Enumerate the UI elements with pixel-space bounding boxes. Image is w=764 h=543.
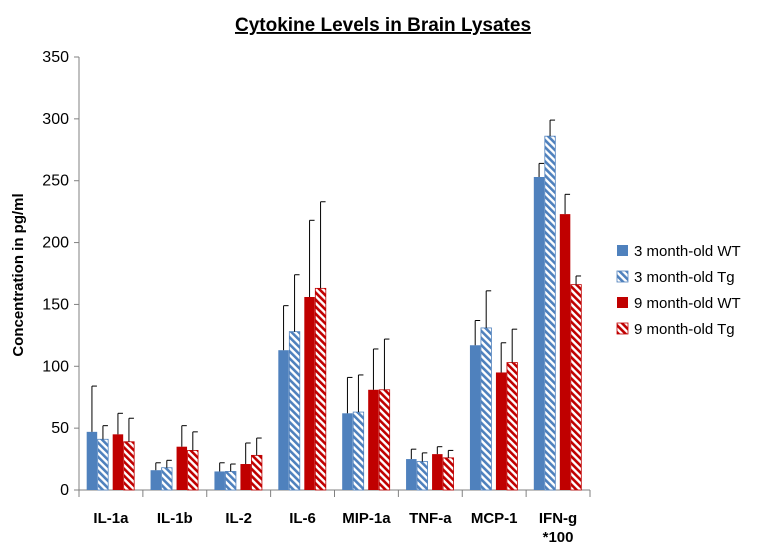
bar	[533, 177, 545, 490]
bar	[544, 135, 556, 491]
bar	[368, 389, 379, 490]
bar	[506, 362, 518, 491]
y-tick-label: 50	[51, 420, 69, 437]
bar	[469, 345, 481, 490]
x-tick-label: IL-6	[289, 510, 316, 527]
bar	[240, 464, 251, 490]
bar	[97, 438, 109, 491]
bar	[352, 411, 365, 491]
bar	[570, 284, 582, 491]
chart-title: Cytokine Levels in Brain Lysates	[235, 15, 531, 36]
y-tick-label: 150	[42, 296, 69, 313]
bar	[480, 327, 492, 491]
bar	[176, 446, 188, 490]
bar	[112, 434, 124, 490]
bar	[559, 214, 571, 491]
legend-swatch	[616, 322, 629, 335]
bar	[442, 457, 454, 491]
legend-swatch	[617, 245, 628, 256]
x-tick-label: TNF-a	[409, 510, 452, 527]
bar	[225, 471, 237, 491]
x-tick-label: IL-2	[225, 510, 252, 527]
bar	[187, 450, 199, 491]
x-tick-label: IFN-g	[539, 510, 577, 527]
y-tick-label: 300	[42, 111, 69, 128]
legend-label: 3 month-old Tg	[634, 269, 735, 286]
bar	[406, 459, 417, 490]
x-tick-label: MIP-1a	[342, 510, 391, 527]
bar	[214, 471, 225, 490]
y-tick-label: 350	[42, 49, 69, 66]
bar	[304, 297, 315, 490]
bar	[278, 350, 289, 490]
bar	[251, 454, 263, 491]
x-tick-label: IL-1a	[93, 510, 129, 527]
bar	[378, 389, 391, 491]
x-tick-label: *100	[543, 529, 574, 543]
legend-label: 9 month-old Tg	[634, 321, 735, 338]
bar	[161, 467, 173, 491]
y-tick-label: 0	[60, 482, 69, 499]
bar	[123, 441, 135, 491]
y-axis-label: Concentration in pg/ml	[10, 193, 27, 356]
bar	[314, 287, 327, 491]
x-tick-label: IL-1b	[157, 510, 193, 527]
legend: 3 month-old WT 3 month-old Tg 9 month-old …	[616, 243, 741, 338]
legend-label: 3 month-old WT	[634, 243, 741, 260]
legend-swatch	[616, 270, 629, 283]
x-tick-label: MCP-1	[471, 510, 518, 527]
legend-label: 9 month-old WT	[634, 295, 741, 312]
bar	[288, 331, 301, 491]
bar	[495, 372, 507, 490]
bar	[86, 431, 98, 490]
y-tick-label: 200	[42, 235, 69, 252]
bar	[432, 454, 443, 490]
bar	[150, 470, 162, 490]
bar	[342, 413, 353, 490]
y-tick-label: 100	[42, 358, 69, 375]
bar	[416, 461, 428, 491]
plot-area: 0 50 100 150 200 250 300 350 IL-1a IL-1b IL-2 IL-6 M…	[42, 49, 591, 543]
legend-swatch	[617, 297, 628, 308]
y-tick-label: 250	[42, 173, 69, 190]
